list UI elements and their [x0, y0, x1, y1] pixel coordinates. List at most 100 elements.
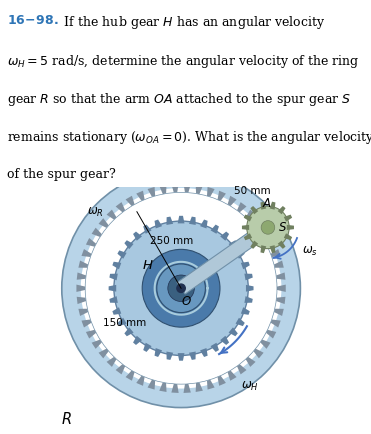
Polygon shape: [99, 349, 109, 358]
Polygon shape: [242, 225, 249, 230]
Polygon shape: [184, 384, 191, 393]
Polygon shape: [116, 202, 125, 212]
Polygon shape: [287, 225, 294, 230]
Polygon shape: [266, 238, 276, 247]
Polygon shape: [148, 187, 155, 197]
Polygon shape: [136, 375, 145, 386]
Text: of the spur gear?: of the spur gear?: [7, 168, 116, 181]
Polygon shape: [229, 327, 238, 336]
Polygon shape: [220, 232, 229, 241]
Circle shape: [114, 221, 248, 355]
Circle shape: [85, 192, 277, 384]
Polygon shape: [196, 184, 203, 194]
Polygon shape: [211, 224, 219, 234]
Polygon shape: [82, 249, 92, 257]
Polygon shape: [227, 196, 237, 206]
Polygon shape: [106, 210, 116, 220]
Polygon shape: [167, 217, 173, 225]
Polygon shape: [106, 357, 116, 367]
Polygon shape: [154, 348, 162, 357]
Polygon shape: [236, 250, 245, 259]
Polygon shape: [270, 202, 275, 210]
Polygon shape: [207, 187, 214, 197]
Polygon shape: [77, 273, 86, 280]
Polygon shape: [126, 196, 135, 206]
Text: $\omega_R$: $\omega_R$: [86, 206, 103, 219]
Circle shape: [247, 206, 289, 249]
Text: $\omega_s$: $\omega_s$: [302, 245, 318, 258]
Polygon shape: [117, 318, 127, 326]
Text: $S$: $S$: [278, 221, 287, 234]
Polygon shape: [260, 339, 270, 349]
Polygon shape: [154, 220, 162, 228]
Polygon shape: [284, 233, 292, 240]
Polygon shape: [250, 206, 258, 214]
Polygon shape: [78, 260, 88, 268]
Polygon shape: [184, 184, 191, 193]
Polygon shape: [244, 274, 253, 280]
Polygon shape: [278, 240, 286, 249]
Text: $\omega_H$: $\omega_H$: [241, 380, 259, 393]
Polygon shape: [229, 240, 238, 249]
Text: 50 mm: 50 mm: [234, 186, 271, 196]
Polygon shape: [99, 218, 109, 228]
Text: 150 mm: 150 mm: [103, 318, 146, 328]
Polygon shape: [207, 380, 214, 390]
Text: $A$: $A$: [262, 197, 272, 210]
Text: If the hub gear $H$ has an angular velocity: If the hub gear $H$ has an angular veloc…: [56, 14, 325, 31]
Polygon shape: [109, 285, 116, 292]
Polygon shape: [274, 260, 284, 268]
Polygon shape: [270, 319, 281, 328]
Circle shape: [157, 264, 206, 312]
Polygon shape: [217, 375, 226, 386]
Polygon shape: [260, 245, 266, 253]
Polygon shape: [244, 233, 252, 240]
Polygon shape: [241, 262, 250, 269]
Polygon shape: [253, 349, 264, 358]
Polygon shape: [200, 348, 208, 357]
Text: 250 mm: 250 mm: [150, 236, 193, 246]
Polygon shape: [270, 245, 275, 253]
Polygon shape: [76, 285, 85, 292]
Polygon shape: [126, 371, 135, 381]
Circle shape: [177, 284, 185, 293]
Text: $H$: $H$: [142, 259, 154, 272]
Polygon shape: [196, 382, 203, 392]
Polygon shape: [124, 327, 134, 336]
Circle shape: [142, 250, 220, 327]
Polygon shape: [117, 250, 127, 259]
Polygon shape: [211, 343, 219, 352]
Polygon shape: [143, 224, 152, 234]
Polygon shape: [260, 228, 270, 237]
Polygon shape: [236, 318, 245, 326]
Polygon shape: [270, 249, 281, 257]
Text: gear $R$ so that the arm $OA$ attached to the spur gear $S$: gear $R$ so that the arm $OA$ attached t…: [7, 91, 351, 108]
Polygon shape: [189, 217, 196, 225]
Polygon shape: [124, 240, 134, 249]
Polygon shape: [177, 222, 272, 294]
Polygon shape: [167, 352, 173, 360]
Text: $O$: $O$: [181, 295, 192, 308]
Polygon shape: [246, 285, 253, 292]
Polygon shape: [241, 307, 250, 315]
Polygon shape: [171, 384, 179, 393]
Text: $\omega_H = 5$ rad/s, determine the angular velocity of the ring: $\omega_H = 5$ rad/s, determine the angu…: [7, 53, 360, 69]
Polygon shape: [253, 218, 264, 228]
Polygon shape: [178, 353, 184, 361]
Polygon shape: [274, 309, 284, 316]
Circle shape: [62, 169, 301, 408]
Polygon shape: [92, 228, 102, 237]
Polygon shape: [133, 336, 142, 345]
Polygon shape: [148, 380, 155, 390]
Polygon shape: [250, 240, 258, 249]
Circle shape: [81, 188, 281, 388]
Polygon shape: [116, 364, 125, 375]
Text: remains stationary ($\omega_{OA} = 0$). What is the angular velocity: remains stationary ($\omega_{OA} = 0$). …: [7, 129, 371, 146]
Polygon shape: [244, 296, 253, 303]
Polygon shape: [278, 206, 286, 214]
Polygon shape: [112, 307, 121, 315]
Polygon shape: [178, 216, 184, 224]
Circle shape: [261, 220, 275, 234]
Polygon shape: [237, 202, 246, 212]
Circle shape: [168, 275, 194, 302]
